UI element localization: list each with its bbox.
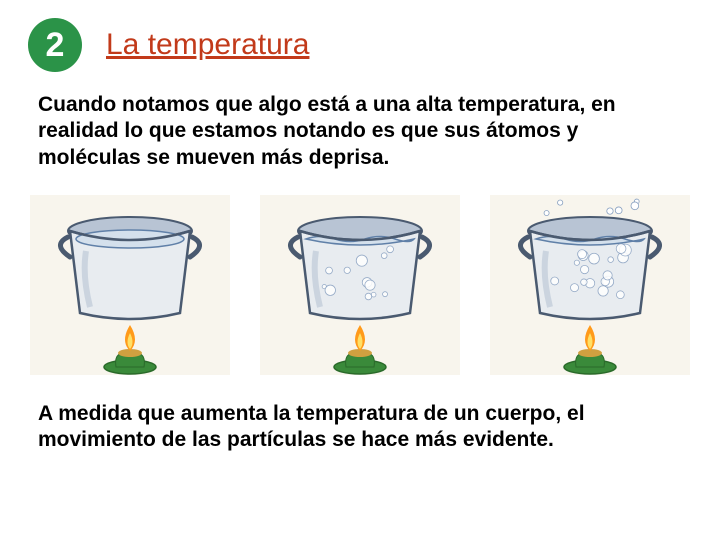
pot-icon	[490, 195, 690, 375]
pot-warm	[260, 195, 460, 375]
pot-illustration-row	[0, 171, 720, 385]
pot-icon	[260, 195, 460, 375]
pot-boiling	[490, 195, 690, 375]
conclusion-paragraph: A medida que aumenta la temperatura de u…	[0, 385, 720, 454]
intro-paragraph: Cuando notamos que algo está a una alta …	[0, 72, 720, 171]
section-number: 2	[46, 26, 65, 65]
pot-icon	[30, 195, 230, 375]
slide-header: 2 La temperatura	[0, 0, 720, 72]
section-number-badge: 2	[28, 18, 82, 72]
slide-title: La temperatura	[106, 28, 309, 62]
pot-cold	[30, 195, 230, 375]
